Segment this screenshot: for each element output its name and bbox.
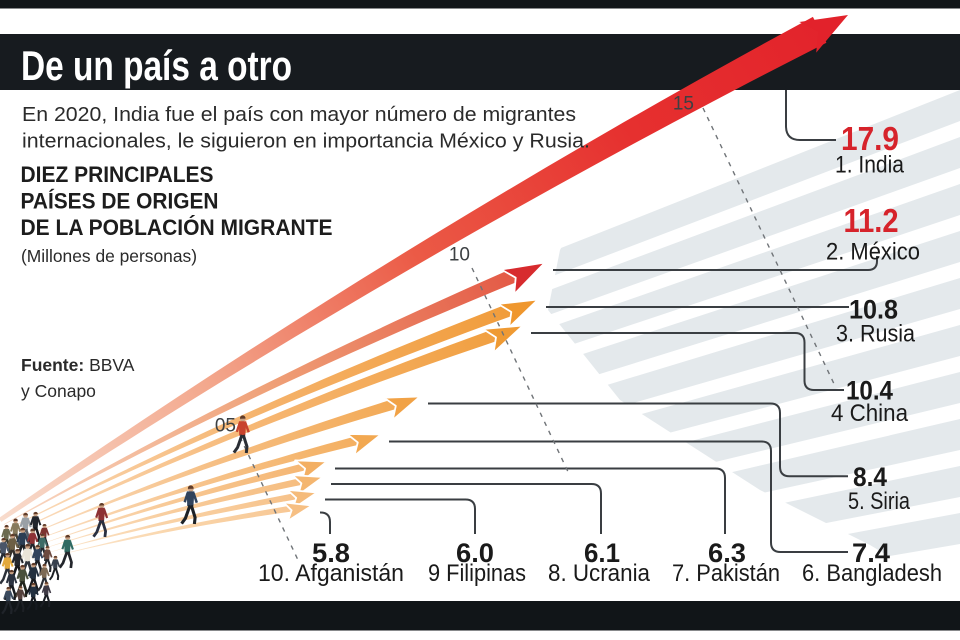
svg-text:5.8: 5.8 <box>312 538 350 568</box>
svg-text:3. Rusia: 3. Rusia <box>836 321 916 348</box>
svg-text:7. Pakistán: 7. Pakistán <box>672 560 780 587</box>
svg-text:DE LA POBLACIÓN MIGRANTE: DE LA POBLACIÓN MIGRANTE <box>21 215 333 240</box>
svg-text:6.0: 6.0 <box>456 538 494 568</box>
svg-text:8. Ucrania: 8. Ucrania <box>548 560 651 587</box>
svg-text:De un país a otro: De un país a otro <box>21 42 292 89</box>
svg-text:PAÍSES DE ORIGEN: PAÍSES DE ORIGEN <box>21 189 219 214</box>
svg-text:Fuente: BBVA: Fuente: BBVA <box>21 355 135 375</box>
svg-text:4 China: 4 China <box>831 400 909 427</box>
svg-text:10.4: 10.4 <box>846 376 893 406</box>
svg-text:8.4: 8.4 <box>853 462 887 492</box>
svg-text:(Millones de personas): (Millones de personas) <box>21 246 197 266</box>
svg-text:2. México: 2. México <box>826 238 920 265</box>
svg-text:6.3: 6.3 <box>708 538 746 568</box>
svg-text:5. Siria: 5. Siria <box>848 488 911 515</box>
svg-text:10.8: 10.8 <box>849 294 898 324</box>
svg-text:internacionales, le siguieron: internacionales, le siguieron en importa… <box>22 131 590 153</box>
svg-text:DIEZ PRINCIPALES: DIEZ PRINCIPALES <box>21 162 214 187</box>
svg-text:y Conapo: y Conapo <box>21 381 96 401</box>
svg-text:10. Afganistán: 10. Afganistán <box>258 560 404 587</box>
svg-text:9 Filipinas: 9 Filipinas <box>428 560 526 587</box>
svg-text:7.4: 7.4 <box>852 538 890 568</box>
svg-text:17.9: 17.9 <box>841 120 899 157</box>
svg-text:En 2020, India fue el país con: En 2020, India fue el país con mayor núm… <box>22 104 576 126</box>
svg-text:1. India: 1. India <box>835 152 905 179</box>
svg-text:6. Bangladesh: 6. Bangladesh <box>802 560 942 587</box>
svg-text:6.1: 6.1 <box>584 538 620 568</box>
svg-text:15: 15 <box>673 94 694 115</box>
svg-text:10: 10 <box>449 245 470 266</box>
svg-text:05: 05 <box>215 416 236 437</box>
svg-text:11.2: 11.2 <box>844 202 899 239</box>
